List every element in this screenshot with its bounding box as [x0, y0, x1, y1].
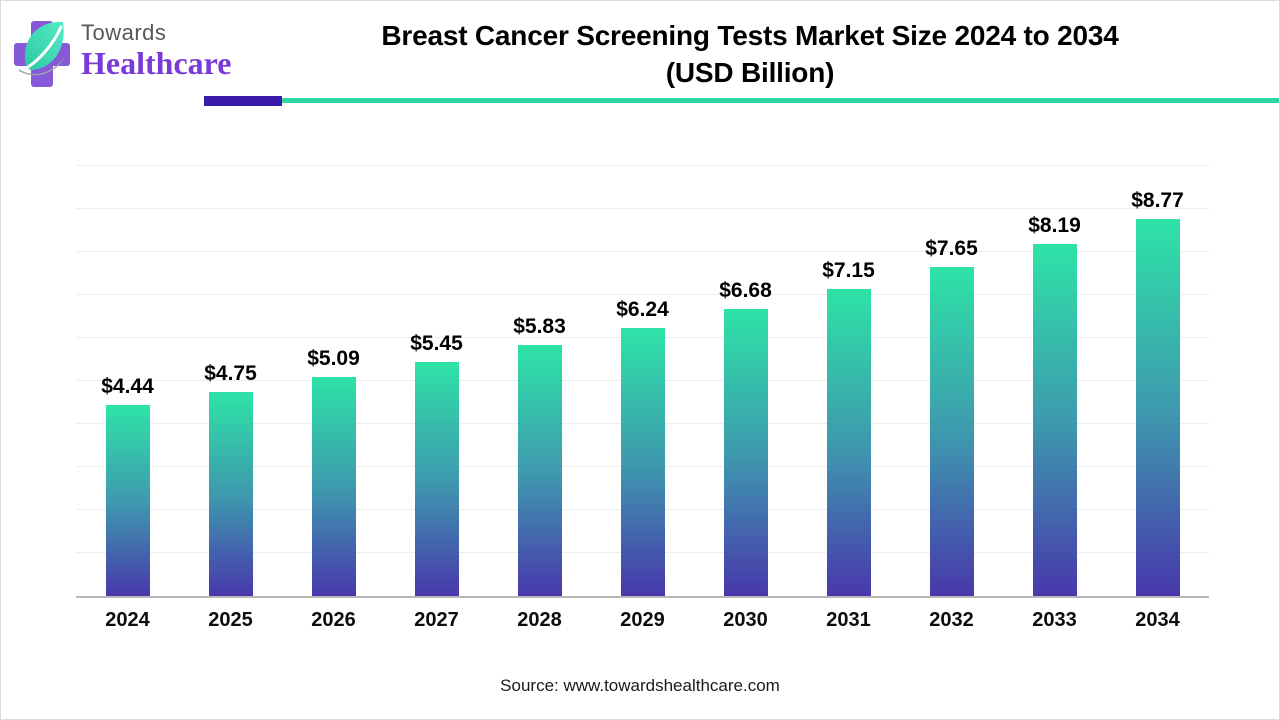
- plot-area: $4.44 $4.75 $5.09 $5.45 $5.83 $6.24 $6.68 $7.15…: [76, 165, 1209, 598]
- x-axis-label-2027: 2027: [414, 609, 459, 631]
- value-label-2024: $4.44: [101, 375, 154, 399]
- x-axis-label-2033: 2033: [1032, 609, 1077, 631]
- value-label-2026: $5.09: [307, 347, 360, 371]
- x-axis-label-2030: 2030: [723, 609, 768, 631]
- x-axis-labels: 2024 2025 2026 2027 2028 2029 2030 2031 2032 2033…: [76, 609, 1209, 632]
- bar-slot-2030: $6.68: [694, 166, 797, 596]
- chart-title: Breast Cancer Screening Tests Market Siz…: [227, 17, 1273, 91]
- value-label-2028: $5.83: [513, 315, 566, 339]
- bar-slot-2034: $8.77: [1106, 166, 1209, 596]
- gridline: [76, 251, 1209, 252]
- towards-healthcare-logo: Towards Healthcare: [11, 13, 231, 89]
- logo-towards-text: Towards: [81, 20, 167, 45]
- chart-title-line1: Breast Cancer Screening Tests Market Siz…: [381, 20, 1119, 51]
- x-axis-label-2028: 2028: [517, 609, 562, 631]
- bar-2026: $5.09: [307, 347, 360, 596]
- bar-2027: $5.45: [410, 332, 463, 596]
- logo-cross-leaf-icon: [14, 21, 70, 87]
- value-label-2031: $7.15: [822, 258, 875, 282]
- value-label-2033: $8.19: [1028, 213, 1081, 237]
- gridline: [76, 208, 1209, 209]
- x-axis-label-2031: 2031: [826, 609, 871, 631]
- header-divider-purple-segment: [204, 96, 282, 106]
- value-label-2030: $6.68: [719, 278, 772, 302]
- bar-slot-2032: $7.65: [900, 166, 1003, 596]
- bar-2033: $8.19: [1028, 214, 1081, 596]
- value-label-2032: $7.65: [925, 237, 978, 261]
- x-axis-label-2029: 2029: [620, 609, 665, 631]
- bar-2024: $4.44: [101, 375, 154, 596]
- bar-2025: $4.75: [204, 362, 257, 596]
- value-label-2025: $4.75: [204, 361, 257, 385]
- bar-slot-2033: $8.19: [1003, 166, 1106, 596]
- bar-slot-2026: $5.09: [282, 166, 385, 596]
- x-axis-label-2032: 2032: [929, 609, 974, 631]
- value-label-2027: $5.45: [410, 331, 463, 355]
- x-axis-label-2025: 2025: [208, 609, 253, 631]
- bar-slot-2025: $4.75: [179, 166, 282, 596]
- source-text: Source: www.towardshealthcare.com: [500, 676, 780, 695]
- bar-slot-2028: $5.83: [488, 166, 591, 596]
- bar-slot-2029: $6.24: [591, 166, 694, 596]
- bar-2029: $6.24: [616, 298, 669, 596]
- logo-wordmark: Towards Healthcare: [81, 13, 232, 81]
- bar-slot-2031: $7.15: [797, 166, 900, 596]
- bar-2032: $7.65: [925, 237, 978, 596]
- x-axis-label-2024: 2024: [105, 609, 150, 631]
- bar-slot-2024: $4.44: [76, 166, 179, 596]
- value-label-2029: $6.24: [616, 297, 669, 321]
- logo-healthcare-text: Healthcare: [81, 45, 232, 81]
- x-axis-label-2026: 2026: [311, 609, 356, 631]
- x-axis-label-2034: 2034: [1135, 609, 1180, 631]
- header-divider-teal-line: [282, 98, 1279, 103]
- chart-title-line2: (USD Billion): [665, 57, 835, 88]
- gridline: [76, 294, 1209, 295]
- bar-2031: $7.15: [822, 259, 875, 596]
- value-label-2034: $8.77: [1131, 188, 1184, 212]
- bar-slot-2027: $5.45: [385, 166, 488, 596]
- bar-2030: $6.68: [719, 279, 772, 596]
- bar-2028: $5.83: [513, 315, 566, 596]
- bar-2034: $8.77: [1131, 189, 1184, 596]
- gridline: [76, 165, 1209, 166]
